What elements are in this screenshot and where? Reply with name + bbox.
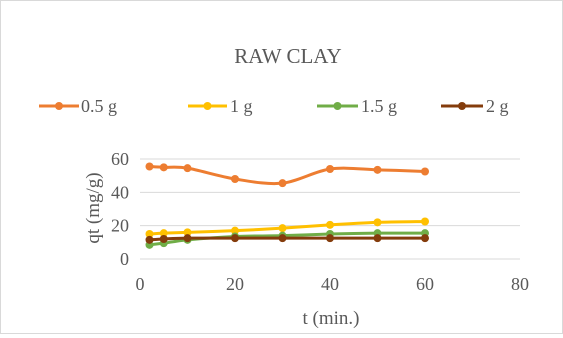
legend-swatch-marker (458, 102, 466, 110)
data-point (373, 165, 382, 174)
data-point (159, 235, 168, 243)
x-tick-label: 80 (511, 274, 529, 294)
y-tick-label: 40 (111, 182, 129, 202)
legend-label: 1 g (230, 96, 253, 116)
data-point (326, 165, 334, 173)
data-point (231, 234, 239, 243)
data-point (145, 235, 154, 244)
chart-title: RAW CLAY (234, 44, 341, 68)
data-point (421, 167, 429, 176)
legend-swatch-marker (203, 102, 212, 110)
data-point (326, 234, 334, 243)
legend: 0.5 g 1 g 1.5 g 2 g (39, 96, 509, 116)
data-point (183, 164, 192, 173)
legend-label: 2 g (486, 96, 509, 116)
data-point (421, 234, 429, 243)
chart-svg: RAW CLAY 0.5 g 1 g 1.5 g 2 g 0 20 40 60 0 20 40 6… (39, 44, 530, 329)
series-0 (145, 162, 429, 188)
legend-item-2: 1.5 g (317, 96, 397, 116)
data-point (278, 224, 287, 233)
x-tick-label: 40 (321, 274, 339, 294)
data-point (183, 234, 192, 243)
data-point (183, 228, 192, 237)
legend-item-3: 2 g (441, 96, 509, 116)
data-point (145, 230, 154, 238)
data-point (278, 234, 287, 243)
y-axis-label: qt (mg/g) (83, 172, 104, 243)
series-3 (145, 234, 429, 244)
legend-label: 0.5 g (81, 96, 117, 116)
legend-label: 1.5 g (361, 96, 397, 116)
data-point (231, 226, 239, 235)
series-1 (145, 217, 429, 238)
legend-item-1: 1 g (188, 96, 253, 116)
x-tick-label: 0 (136, 274, 145, 294)
data-point (373, 234, 382, 243)
legend-swatch-marker (55, 102, 63, 110)
y-tick-label: 20 (111, 216, 129, 236)
legend-swatch-marker (333, 102, 342, 110)
y-tick-label: 0 (120, 249, 129, 269)
series-group (145, 162, 429, 249)
y-tick-label: 60 (111, 149, 129, 169)
x-tick-label: 20 (226, 274, 244, 294)
data-point (145, 162, 154, 171)
y-axis-ticks: 0 20 40 60 (111, 149, 129, 269)
data-point (373, 218, 382, 227)
data-point (278, 179, 287, 188)
data-point (326, 220, 334, 229)
data-point (231, 175, 239, 183)
legend-item-0: 0.5 g (39, 96, 117, 116)
x-axis-ticks: 0 20 40 60 80 (136, 274, 530, 294)
gridlines (140, 158, 520, 260)
data-point (421, 217, 429, 226)
x-axis-label: t (min.) (303, 308, 360, 329)
data-point (159, 229, 168, 238)
data-point (159, 163, 168, 172)
x-tick-label: 60 (416, 274, 434, 294)
